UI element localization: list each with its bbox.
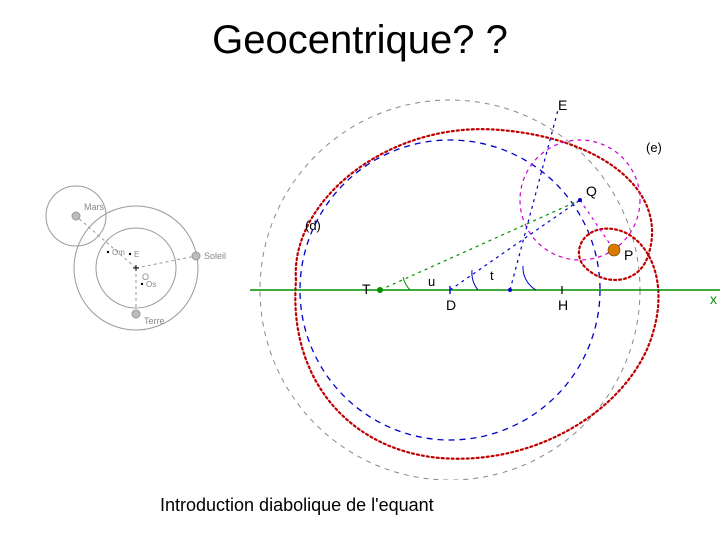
svg-text:x: x [710, 291, 717, 307]
svg-text:T: T [362, 281, 371, 297]
svg-text:Soleil: Soleil [204, 251, 226, 261]
svg-text:(e): (e) [646, 140, 662, 155]
svg-text:t: t [490, 268, 494, 283]
svg-text:Q: Q [586, 183, 597, 199]
left-svg: OOmEOsMarsSoleilTerre [38, 180, 238, 340]
svg-text:u: u [428, 274, 435, 289]
svg-text:Terre: Terre [144, 316, 165, 326]
caption: Introduction diabolique de l'equant [160, 495, 434, 516]
svg-text:P: P [624, 247, 633, 263]
svg-text:H: H [558, 297, 568, 313]
left-diagram: OOmEOsMarsSoleilTerre [38, 180, 238, 340]
slide-title: Geocentrique? ? [0, 18, 720, 63]
right-svg: x T D Hu t Q P E (d) (e) [250, 80, 720, 480]
right-diagram: x T D Hu t Q P E (d) (e) [250, 80, 720, 480]
svg-text:E: E [134, 250, 139, 259]
svg-text:Os: Os [146, 280, 156, 289]
svg-text:Om: Om [112, 248, 125, 257]
svg-text:D: D [446, 297, 456, 313]
svg-text:(d): (d) [305, 218, 321, 233]
svg-text:Mars: Mars [84, 202, 104, 212]
slide: Geocentrique? ? OOmEOsMarsSoleilTerre xT… [0, 0, 720, 540]
svg-text:E: E [558, 97, 567, 113]
